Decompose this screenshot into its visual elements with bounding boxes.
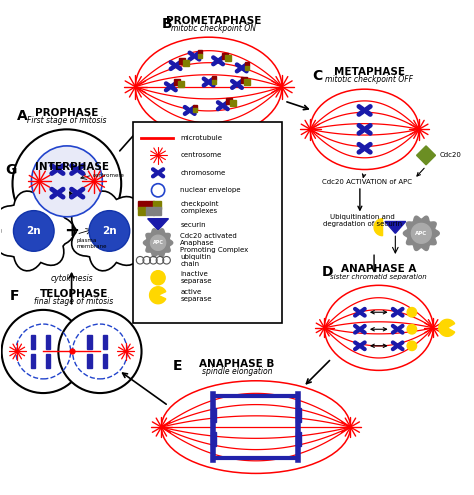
- Text: plasma
membrane: plasma membrane: [76, 238, 107, 249]
- Circle shape: [407, 307, 417, 317]
- Text: inactive
separase: inactive separase: [180, 271, 212, 284]
- Text: cytokinesis: cytokinesis: [50, 274, 93, 283]
- Polygon shape: [0, 191, 74, 271]
- Text: final stage of mitosis: final stage of mitosis: [34, 297, 114, 306]
- Text: PROMETAPHASE: PROMETAPHASE: [166, 16, 261, 26]
- Circle shape: [13, 211, 54, 251]
- Polygon shape: [417, 146, 436, 165]
- Bar: [296, 408, 301, 422]
- Bar: [296, 432, 301, 446]
- Text: G: G: [5, 163, 17, 177]
- Circle shape: [1, 310, 85, 393]
- Circle shape: [12, 129, 121, 238]
- Text: centrosome: centrosome: [180, 152, 221, 158]
- Text: spindle elongation: spindle elongation: [202, 367, 272, 376]
- Bar: [210, 432, 216, 446]
- Bar: [102, 335, 107, 349]
- Text: 2n: 2n: [27, 226, 41, 236]
- Bar: [87, 335, 91, 349]
- Polygon shape: [151, 235, 165, 250]
- Text: securin: securin: [180, 222, 206, 228]
- Polygon shape: [148, 219, 168, 230]
- Polygon shape: [439, 319, 455, 336]
- Text: active
separase: active separase: [180, 289, 212, 302]
- Text: Ubiquitination and: Ubiquitination and: [330, 214, 395, 220]
- Bar: [46, 335, 50, 349]
- Text: D: D: [322, 265, 334, 279]
- Polygon shape: [411, 223, 431, 243]
- Text: C: C: [313, 69, 323, 83]
- Circle shape: [31, 146, 102, 217]
- Text: METAPHASE: METAPHASE: [334, 67, 405, 77]
- Polygon shape: [144, 229, 173, 257]
- Text: INTERPHASE: INTERPHASE: [35, 162, 109, 172]
- Circle shape: [407, 325, 417, 334]
- Polygon shape: [385, 221, 406, 233]
- Text: mitotic checkpoint OFF: mitotic checkpoint OFF: [325, 75, 413, 84]
- Text: First stage of mitosis: First stage of mitosis: [27, 116, 107, 125]
- Polygon shape: [374, 219, 383, 236]
- Bar: [87, 354, 91, 368]
- Text: checkpoint
complexes: checkpoint complexes: [180, 201, 219, 214]
- Text: mitotic checkpoint ON: mitotic checkpoint ON: [171, 24, 256, 33]
- Circle shape: [58, 310, 142, 393]
- Bar: [210, 408, 216, 422]
- Text: 2n: 2n: [102, 226, 117, 236]
- Text: F: F: [10, 290, 19, 303]
- Text: Cdc20 activated
Anaphase
Promoting Complex: Cdc20 activated Anaphase Promoting Compl…: [180, 233, 248, 253]
- Text: +: +: [64, 222, 79, 240]
- Text: ubiquitin
chain: ubiquitin chain: [180, 254, 211, 267]
- Text: E: E: [173, 359, 182, 373]
- Text: degradation of securin: degradation of securin: [323, 221, 402, 227]
- Text: ANAPHASE A: ANAPHASE A: [341, 264, 417, 274]
- Text: sister chromatid separation: sister chromatid separation: [330, 274, 427, 280]
- Text: B: B: [161, 17, 172, 31]
- Bar: [102, 354, 107, 368]
- Text: TELOPHASE: TELOPHASE: [40, 289, 108, 298]
- Text: centromere: centromere: [93, 173, 125, 178]
- Bar: [31, 354, 35, 368]
- Text: Cdc20 ACTIVATION of APC: Cdc20 ACTIVATION of APC: [322, 179, 412, 185]
- Text: microtubule: microtubule: [180, 135, 222, 141]
- Bar: [46, 354, 50, 368]
- Polygon shape: [72, 191, 150, 271]
- Polygon shape: [150, 287, 166, 304]
- Text: A: A: [17, 109, 28, 123]
- Text: APC: APC: [153, 240, 164, 246]
- Text: PROPHASE: PROPHASE: [35, 108, 99, 118]
- Text: APC: APC: [415, 231, 428, 236]
- Circle shape: [151, 271, 165, 285]
- Text: Cdc20: Cdc20: [439, 152, 461, 158]
- Polygon shape: [403, 216, 439, 250]
- FancyBboxPatch shape: [133, 122, 282, 323]
- Circle shape: [89, 211, 130, 251]
- Text: chromosome: chromosome: [180, 170, 226, 176]
- Text: ANAPHASE B: ANAPHASE B: [199, 358, 275, 369]
- Text: nuclear envelope: nuclear envelope: [180, 187, 241, 194]
- Circle shape: [407, 341, 417, 350]
- Bar: [31, 335, 35, 349]
